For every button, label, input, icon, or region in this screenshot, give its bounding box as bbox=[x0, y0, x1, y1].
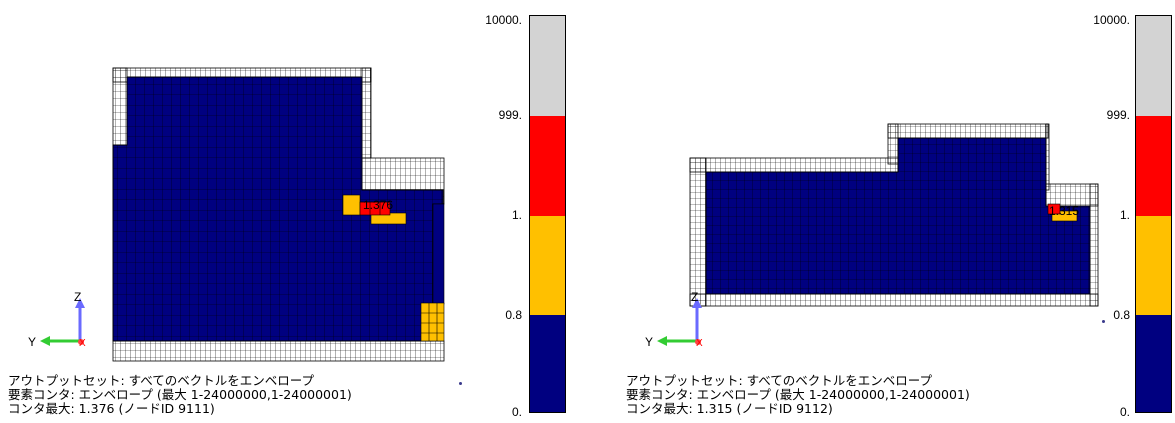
left-tick-999: 999. bbox=[498, 108, 522, 122]
left-legend-bar bbox=[529, 15, 566, 413]
legend-red bbox=[1136, 116, 1171, 216]
left-caption-line-2: 要素コンタ: エンベロープ (最大 1-24000000,1-24000001) bbox=[8, 387, 352, 402]
right-legend-bar bbox=[1135, 15, 1172, 413]
right-caption: アウトプットセット: すべてのベクトルをエンベロープ 要素コンタ: エンベロープ… bbox=[626, 374, 970, 416]
left-tick-10000: 10000. bbox=[485, 13, 522, 27]
right-tick-999: 999. bbox=[1106, 108, 1130, 122]
right-dot bbox=[1102, 320, 1105, 323]
left-panel: 1.376 Z Y X アウトプットセット: すべてのベクトルをエンベロープ 要… bbox=[0, 0, 566, 423]
right-axis-x-label: X bbox=[696, 338, 703, 349]
left-axis-z-label: Z bbox=[74, 290, 81, 304]
right-max-label: 1.315 bbox=[1049, 204, 1079, 218]
legend-blue bbox=[1136, 315, 1171, 412]
left-axis-x-label: X bbox=[79, 338, 86, 349]
left-caption-line-3: コンタ最大: 1.376 (ノードID 9111) bbox=[8, 401, 215, 416]
right-panel: 1.315 Z Y X アウトプットセット: すべてのベクトルをエンベロープ 要… bbox=[560, 0, 1175, 423]
right-axis-z-label: Z bbox=[691, 290, 698, 304]
legend-gray bbox=[1136, 16, 1171, 116]
left-tick-1: 1. bbox=[511, 208, 522, 222]
left-blue-body bbox=[112, 76, 445, 342]
legend-blue bbox=[530, 315, 565, 412]
legend-orange bbox=[530, 216, 565, 315]
right-caption-line-2: 要素コンタ: エンベロープ (最大 1-24000000,1-24000001) bbox=[626, 387, 970, 402]
left-caption-line-1: アウトプットセット: すべてのベクトルをエンベロープ bbox=[8, 373, 315, 388]
left-caption: アウトプットセット: すべてのベクトルをエンベロープ 要素コンタ: エンベロープ… bbox=[8, 374, 352, 416]
right-tick-0-8: 0.8 bbox=[1113, 308, 1130, 322]
left-dot bbox=[459, 382, 462, 385]
right-caption-line-3: コンタ最大: 1.315 (ノードID 9112) bbox=[626, 401, 833, 416]
right-blue-body bbox=[705, 137, 1091, 295]
right-hotspot bbox=[1047, 203, 1078, 222]
left-hotspot bbox=[342, 194, 445, 342]
right-mesh-diagram: 1.315 Z Y X bbox=[645, 123, 1099, 349]
right-tick-1: 1. bbox=[1119, 208, 1130, 222]
right-axis-triad: Z Y X bbox=[645, 290, 703, 349]
legend-orange bbox=[1136, 216, 1171, 315]
legend-red bbox=[530, 116, 565, 216]
right-caption-line-1: アウトプットセット: すべてのベクトルをエンベロープ bbox=[626, 373, 933, 388]
left-tick-0: 0. bbox=[511, 405, 522, 419]
left-max-label: 1.376 bbox=[363, 198, 393, 212]
left-tick-0-8: 0.8 bbox=[505, 308, 522, 322]
left-mesh-diagram: 1.376 Z Y X bbox=[28, 67, 445, 362]
right-tick-10000: 10000. bbox=[1093, 13, 1130, 27]
left-axis-y-label: Y bbox=[28, 335, 36, 349]
right-tick-0: 0. bbox=[1119, 405, 1130, 419]
right-axis-y-label: Y bbox=[645, 335, 653, 349]
left-axis-triad: Z Y X bbox=[28, 290, 86, 349]
legend-gray bbox=[530, 16, 565, 116]
